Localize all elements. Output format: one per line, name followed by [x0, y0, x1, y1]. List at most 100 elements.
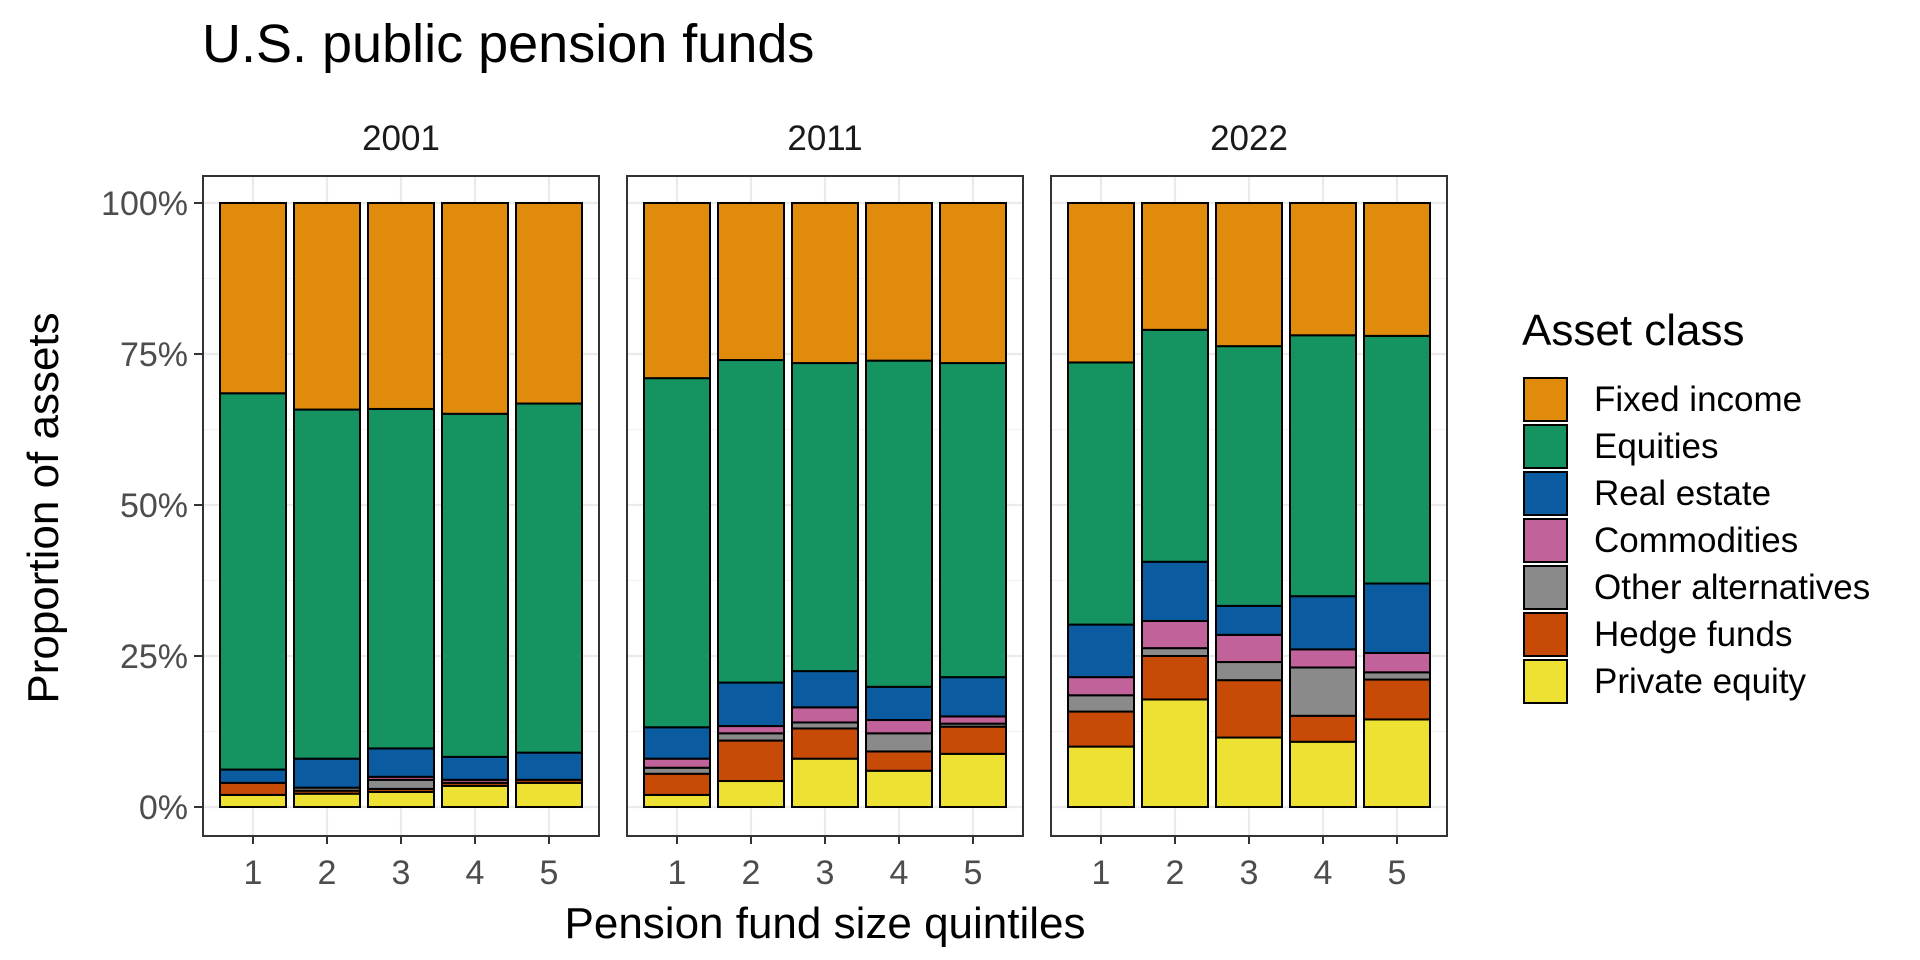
- bar-segment-private-equity: [791, 757, 859, 808]
- bar-segment-equities: [643, 377, 711, 729]
- legend-item: Other alternatives: [1523, 565, 1870, 610]
- bar-segment-fixed-income: [441, 202, 509, 415]
- panel-2001: 2001 1 2 3 4 5: [202, 119, 600, 892]
- legend-title: Asset class: [1522, 306, 1745, 355]
- bar-segment-fixed-income: [791, 202, 859, 365]
- y-tick-label: 100%: [101, 185, 188, 223]
- bar-segment-other-alternatives: [1067, 694, 1135, 713]
- x-tick-label: 4: [1314, 854, 1333, 892]
- bar-segment-equities: [367, 407, 435, 750]
- bar-segment-private-equity: [1141, 698, 1209, 808]
- bar-segment-hedge-funds: [1289, 714, 1357, 743]
- legend-item: Private equity: [1523, 659, 1807, 704]
- bar-segment-other-alternatives: [865, 732, 933, 753]
- bar-segment-private-equity: [367, 790, 435, 809]
- bar-segment-real-estate: [1141, 560, 1209, 622]
- bar-segment-equities: [1141, 328, 1209, 563]
- bar-segment-private-equity: [717, 780, 785, 809]
- facet-label: 2011: [787, 119, 862, 158]
- legend-label: Fixed income: [1594, 380, 1802, 419]
- bar-segment-fixed-income: [1289, 202, 1357, 337]
- x-tick-label: 5: [540, 854, 559, 892]
- x-tick-label: 5: [1388, 854, 1407, 892]
- bar-segment-hedge-funds: [791, 727, 859, 760]
- bar-segment-equities: [1289, 334, 1357, 598]
- legend-swatch: [1523, 471, 1568, 516]
- bar-segment-commodities: [791, 706, 859, 724]
- bar-segment-private-equity: [219, 793, 287, 808]
- bar-segment-equities: [865, 359, 933, 688]
- bar-segment-commodities: [643, 757, 711, 769]
- legend-swatch: [1523, 659, 1568, 704]
- y-axis: 0% 25% 50% 75% 100%: [101, 185, 203, 827]
- bar-segment-commodities: [1289, 648, 1357, 669]
- bar-segment-commodities: [1141, 619, 1209, 650]
- x-tick-label: 2: [742, 854, 761, 892]
- bar-segment-fixed-income: [717, 202, 785, 362]
- x-tick-label: 3: [392, 854, 411, 892]
- x-tick-label: 3: [1240, 854, 1259, 892]
- bar-segment-fixed-income: [1363, 202, 1431, 337]
- y-tick-label: 75%: [120, 336, 188, 374]
- legend-label: Real estate: [1594, 474, 1771, 513]
- bar-segment-equities: [791, 362, 859, 673]
- bar-segment-commodities: [939, 715, 1007, 725]
- bar-segment-commodities: [865, 719, 933, 735]
- x-tick-label: 2: [318, 854, 337, 892]
- facet-panels: 2001 1 2 3 4 5 2011 1 2 3 4 5 2022 1 2 3 4 5: [202, 119, 1448, 892]
- legend-swatch: [1523, 518, 1568, 563]
- bar-segment-other-alternatives: [1141, 647, 1209, 658]
- x-tick-label: 1: [668, 854, 687, 892]
- panel-border: [1050, 175, 1448, 837]
- bar-segment-real-estate: [791, 670, 859, 709]
- legend-label: Commodities: [1594, 521, 1798, 560]
- legend-item: Equities: [1523, 424, 1719, 469]
- bar-segment-real-estate: [219, 768, 287, 784]
- legend-item: Fixed income: [1523, 377, 1802, 422]
- legend-label: Private equity: [1594, 662, 1807, 701]
- bar-segment-hedge-funds: [1363, 678, 1431, 721]
- bar-segment-commodities: [1067, 676, 1135, 697]
- bar-segment-fixed-income: [367, 202, 435, 410]
- legend-swatch: [1523, 424, 1568, 469]
- bar-segment-real-estate: [865, 685, 933, 722]
- bar-segment-fixed-income: [293, 202, 361, 411]
- bar-segment-hedge-funds: [643, 772, 711, 796]
- panel-2011: 2011 1 2 3 4 5: [626, 119, 1024, 892]
- bar-segment-real-estate: [441, 755, 509, 781]
- bar-segment-equities: [219, 392, 287, 771]
- bar-segment-fixed-income: [219, 202, 287, 395]
- bar-segment-hedge-funds: [717, 739, 785, 783]
- bar-segment-real-estate: [1067, 623, 1135, 679]
- bar-segment-fixed-income: [1141, 202, 1209, 331]
- legend-label: Equities: [1594, 427, 1719, 466]
- bar-segment-private-equity: [1289, 740, 1357, 809]
- legend-item: Commodities: [1523, 518, 1798, 563]
- bar-segment-other-alternatives: [1215, 661, 1283, 682]
- x-tick-label: 1: [244, 854, 263, 892]
- legend-items: Fixed income Equities Real estate Commoditi…: [1523, 377, 1870, 704]
- bar-segment-real-estate: [939, 676, 1007, 718]
- bar-segment-real-estate: [1215, 604, 1283, 636]
- bar-segment-real-estate: [515, 751, 583, 781]
- bar-segment-equities: [1215, 345, 1283, 607]
- legend-swatch: [1523, 377, 1568, 422]
- bar-segment-equities: [441, 412, 509, 758]
- bar-segment-equities: [939, 362, 1007, 679]
- bar-segment-other-alternatives: [717, 732, 785, 742]
- panel-border: [626, 175, 1024, 837]
- bar-segment-fixed-income: [643, 202, 711, 380]
- bar-segment-fixed-income: [865, 202, 933, 362]
- x-tick-label: 2: [1166, 854, 1185, 892]
- bar-segment-other-alternatives: [367, 778, 435, 790]
- bar-segment-commodities: [1363, 651, 1431, 674]
- bar-segment-fixed-income: [939, 202, 1007, 365]
- bar-segment-hedge-funds: [1141, 655, 1209, 701]
- bar-segment-private-equity: [293, 792, 361, 808]
- legend-label: Hedge funds: [1594, 615, 1792, 654]
- x-axis-title: Pension fund size quintiles: [565, 899, 1086, 948]
- bar-segment-private-equity: [939, 752, 1007, 809]
- bar-segment-equities: [293, 408, 361, 760]
- y-tick-label: 0%: [139, 789, 188, 827]
